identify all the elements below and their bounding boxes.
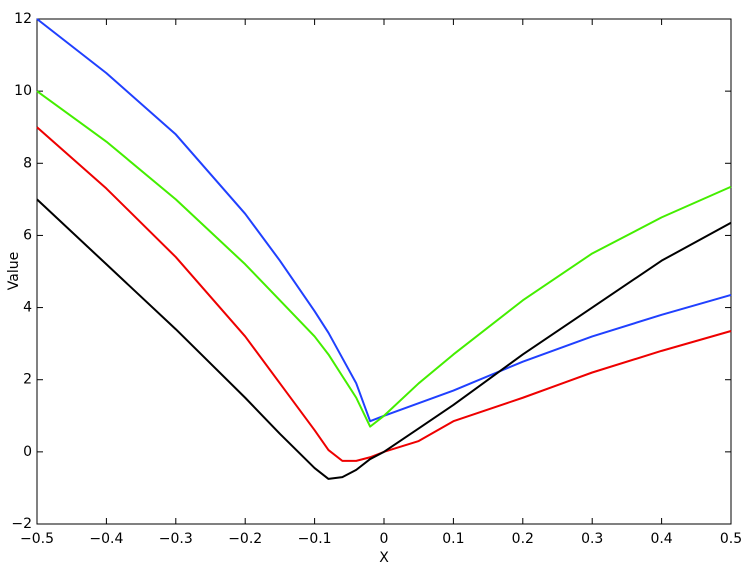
y-tick-label: 2 (23, 372, 32, 388)
x-tick-label: −0.5 (20, 531, 54, 547)
y-tick-label: 4 (23, 300, 32, 316)
series-line (36, 126, 732, 462)
x-tick-label: 0.3 (581, 531, 603, 547)
y-tick-label: 8 (23, 155, 32, 171)
x-axis-label: X (379, 550, 389, 566)
x-tick-label: 0.5 (720, 531, 742, 547)
x-tick-label: 0.1 (442, 531, 464, 547)
x-tick-label: 0.4 (650, 531, 672, 547)
y-tick-label: −2 (11, 516, 32, 532)
y-tick-label: 0 (23, 444, 32, 460)
series-line (36, 198, 732, 480)
y-tick-label: 12 (14, 11, 32, 27)
series-line (36, 90, 732, 428)
x-tick-label: −0.3 (159, 531, 193, 547)
y-axis-label: Value (6, 252, 22, 290)
x-tick-label: 0 (380, 531, 389, 547)
y-tick-label: 6 (23, 227, 32, 243)
y-tick-label: 10 (14, 83, 32, 99)
plot-frame (36, 18, 732, 525)
x-tick-label: −0.4 (89, 531, 123, 547)
x-tick-label: −0.1 (298, 531, 332, 547)
series-line (36, 18, 732, 423)
x-tick-label: −0.2 (228, 531, 262, 547)
x-tick-label: 0.2 (512, 531, 534, 547)
